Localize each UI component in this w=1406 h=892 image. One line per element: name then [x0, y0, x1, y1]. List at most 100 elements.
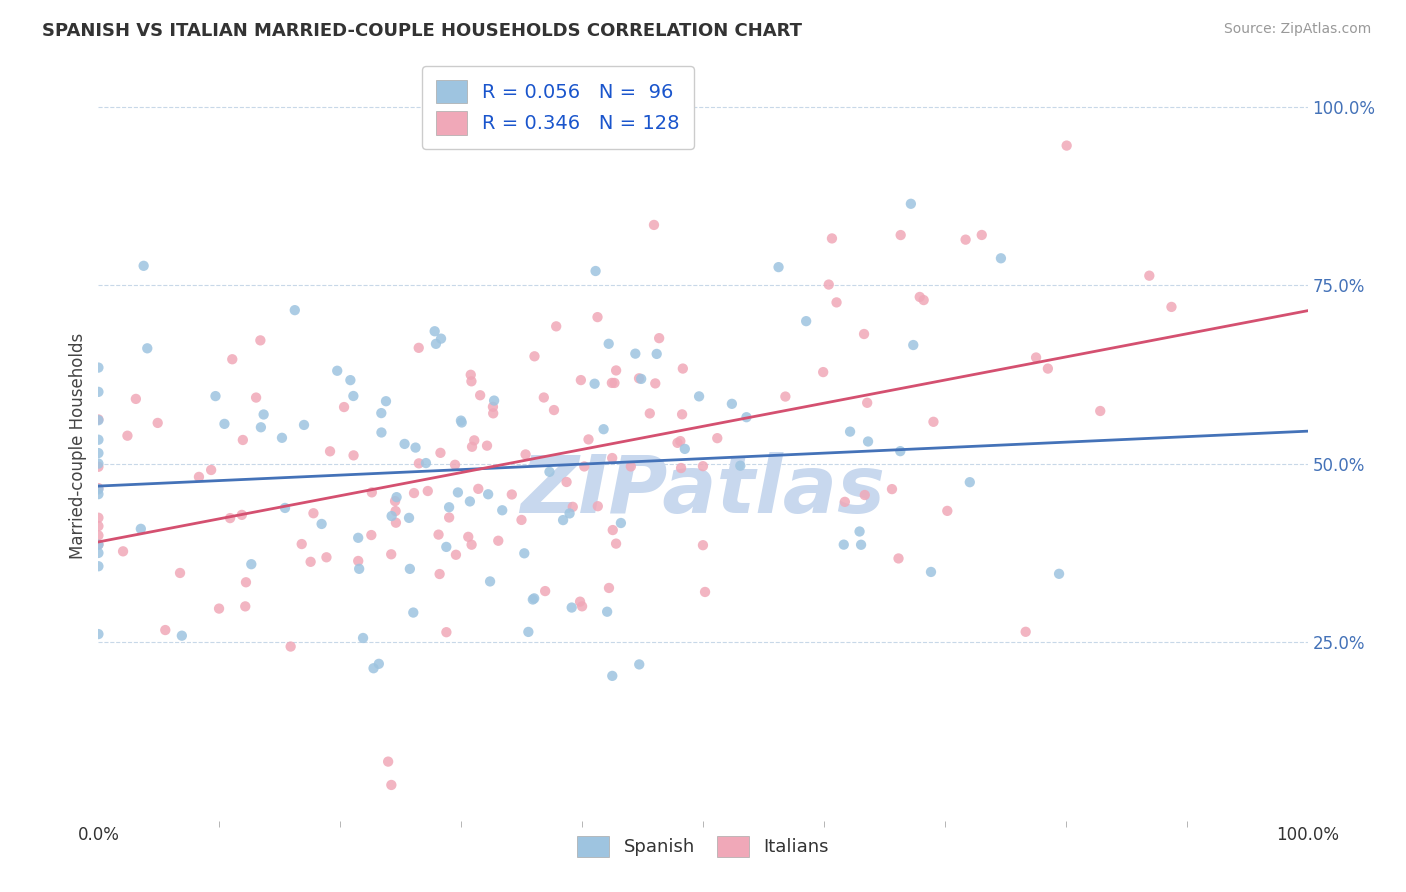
Point: [817, 277, 839, 292]
Point: [425, 336, 447, 351]
Point: [112, 544, 135, 558]
Point: [558, 507, 581, 521]
Point: [546, 319, 568, 334]
Text: Source: ZipAtlas.com: Source: ZipAtlas.com: [1223, 22, 1371, 37]
Point: [117, 428, 139, 442]
Point: [302, 506, 325, 520]
Point: [291, 537, 314, 551]
Point: [671, 408, 693, 422]
Point: [880, 482, 903, 496]
Point: [1014, 624, 1036, 639]
Point: [280, 640, 302, 654]
Point: [574, 459, 596, 474]
Point: [543, 403, 565, 417]
Point: [491, 503, 513, 517]
Point: [936, 504, 959, 518]
Point: [482, 400, 505, 414]
Point: [990, 252, 1012, 266]
Point: [605, 536, 627, 550]
Point: [450, 416, 472, 430]
Point: [501, 487, 523, 501]
Point: [666, 435, 689, 450]
Point: [434, 540, 457, 554]
Point: [602, 523, 624, 537]
Point: [692, 459, 714, 474]
Point: [87, 433, 110, 447]
Point: [87, 519, 110, 533]
Point: [628, 657, 651, 672]
Point: [87, 546, 110, 560]
Point: [170, 629, 193, 643]
Point: [250, 420, 273, 434]
Point: [832, 538, 855, 552]
Point: [200, 463, 222, 477]
Point: [592, 422, 614, 436]
Point: [370, 425, 392, 440]
Point: [245, 391, 267, 405]
Point: [515, 447, 537, 461]
Point: [644, 376, 666, 391]
Point: [87, 481, 110, 495]
Point: [352, 631, 374, 645]
Point: [890, 228, 912, 243]
Point: [434, 625, 457, 640]
Point: [461, 440, 484, 454]
Point: [232, 433, 254, 447]
Point: [87, 538, 110, 552]
Point: [672, 361, 695, 376]
Point: [87, 457, 110, 471]
Point: [447, 485, 470, 500]
Text: ZIPatlas: ZIPatlas: [520, 452, 886, 530]
Point: [460, 538, 482, 552]
Point: [342, 449, 364, 463]
Point: [523, 591, 546, 606]
Point: [460, 368, 482, 382]
Point: [458, 494, 481, 508]
Point: [821, 231, 844, 245]
Point: [284, 303, 307, 318]
Point: [569, 373, 592, 387]
Point: [87, 627, 110, 641]
Point: [849, 538, 872, 552]
Point: [214, 417, 236, 431]
Point: [342, 389, 364, 403]
Point: [233, 599, 256, 614]
Point: [249, 334, 271, 348]
Point: [551, 513, 574, 527]
Point: [955, 233, 977, 247]
Point: [347, 562, 370, 576]
Point: [384, 504, 406, 518]
Point: [221, 352, 243, 367]
Point: [482, 406, 505, 420]
Point: [706, 431, 728, 445]
Point: [444, 548, 467, 562]
Point: [643, 218, 665, 232]
Point: [600, 450, 623, 465]
Point: [385, 516, 408, 530]
Point: [385, 490, 408, 504]
Point: [370, 406, 392, 420]
Legend: Spanish, Italians: Spanish, Italians: [569, 829, 837, 864]
Point: [538, 465, 561, 479]
Point: [513, 546, 536, 560]
Point: [522, 592, 544, 607]
Point: [638, 406, 661, 420]
Point: [87, 487, 110, 501]
Point: [920, 565, 942, 579]
Point: [219, 511, 242, 525]
Point: [477, 487, 499, 501]
Point: [475, 439, 498, 453]
Point: [517, 624, 540, 639]
Point: [415, 456, 437, 470]
Point: [825, 295, 848, 310]
Point: [834, 495, 856, 509]
Point: [596, 605, 619, 619]
Point: [523, 349, 546, 363]
Point: [578, 433, 600, 447]
Point: [87, 459, 110, 474]
Point: [586, 310, 609, 325]
Point: [853, 326, 876, 341]
Point: [561, 500, 583, 514]
Point: [569, 594, 592, 608]
Point: [402, 486, 425, 500]
